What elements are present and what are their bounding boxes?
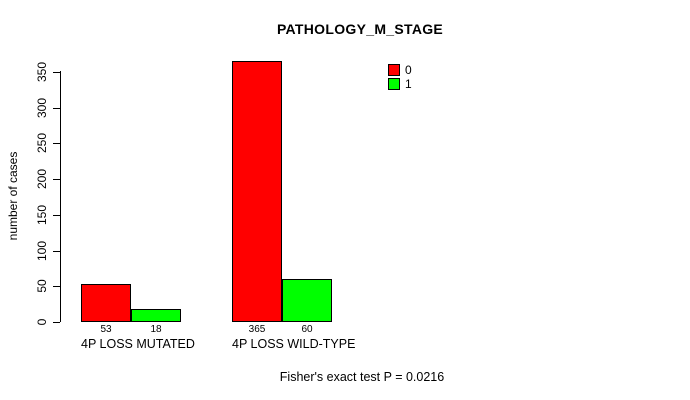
y-tick-label: 250: [35, 132, 49, 154]
y-tick-label: 350: [35, 61, 49, 83]
bar-series-0-group-0: [81, 284, 131, 322]
y-tick-label: 100: [35, 240, 49, 262]
y-tick: [53, 286, 60, 287]
y-tick: [53, 215, 60, 216]
y-tick-label: 0: [35, 318, 49, 326]
y-axis-line: [60, 71, 61, 322]
bar-series-1-group-1: [282, 279, 332, 322]
bar-value-label: 18: [150, 324, 162, 335]
chart-title: PATHOLOGY_M_STAGE: [276, 21, 444, 37]
annotation-text: Fisher's exact test P = 0.0216: [279, 370, 445, 384]
legend-label: 0: [405, 63, 412, 77]
bar-series-1-group-0: [131, 309, 181, 322]
y-tick: [53, 72, 60, 73]
y-tick: [53, 322, 60, 323]
legend-item: 1: [388, 78, 412, 90]
y-tick: [53, 179, 60, 180]
legend-swatch-icon: [388, 64, 400, 76]
bar-value-label: 53: [100, 324, 112, 335]
x-group-label: 4P LOSS WILD-TYPE: [232, 337, 356, 351]
x-group-label: 4P LOSS MUTATED: [81, 337, 195, 351]
y-tick-label: 50: [35, 279, 49, 293]
legend-swatch-icon: [388, 78, 400, 90]
y-tick-label: 200: [35, 168, 49, 190]
legend-item: 0: [388, 64, 412, 76]
y-tick-label: 150: [35, 204, 49, 226]
bar-series-0-group-1: [232, 61, 282, 322]
y-tick: [53, 108, 60, 109]
y-tick-label: 300: [35, 97, 49, 119]
bar-value-label: 365: [248, 324, 266, 335]
bar-value-label: 60: [301, 324, 313, 335]
y-tick: [53, 143, 60, 144]
y-tick: [53, 251, 60, 252]
legend-label: 1: [405, 77, 412, 91]
